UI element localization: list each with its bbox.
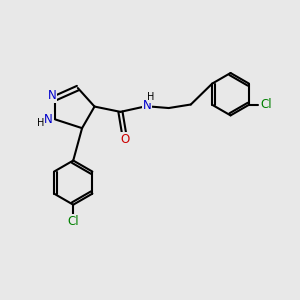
Text: N: N bbox=[48, 89, 56, 102]
Text: Cl: Cl bbox=[68, 215, 79, 228]
Text: N: N bbox=[44, 113, 53, 126]
Text: O: O bbox=[121, 133, 130, 146]
Text: H: H bbox=[147, 92, 155, 102]
Text: N: N bbox=[142, 100, 151, 112]
Text: Cl: Cl bbox=[261, 98, 272, 111]
Text: H: H bbox=[37, 118, 45, 128]
